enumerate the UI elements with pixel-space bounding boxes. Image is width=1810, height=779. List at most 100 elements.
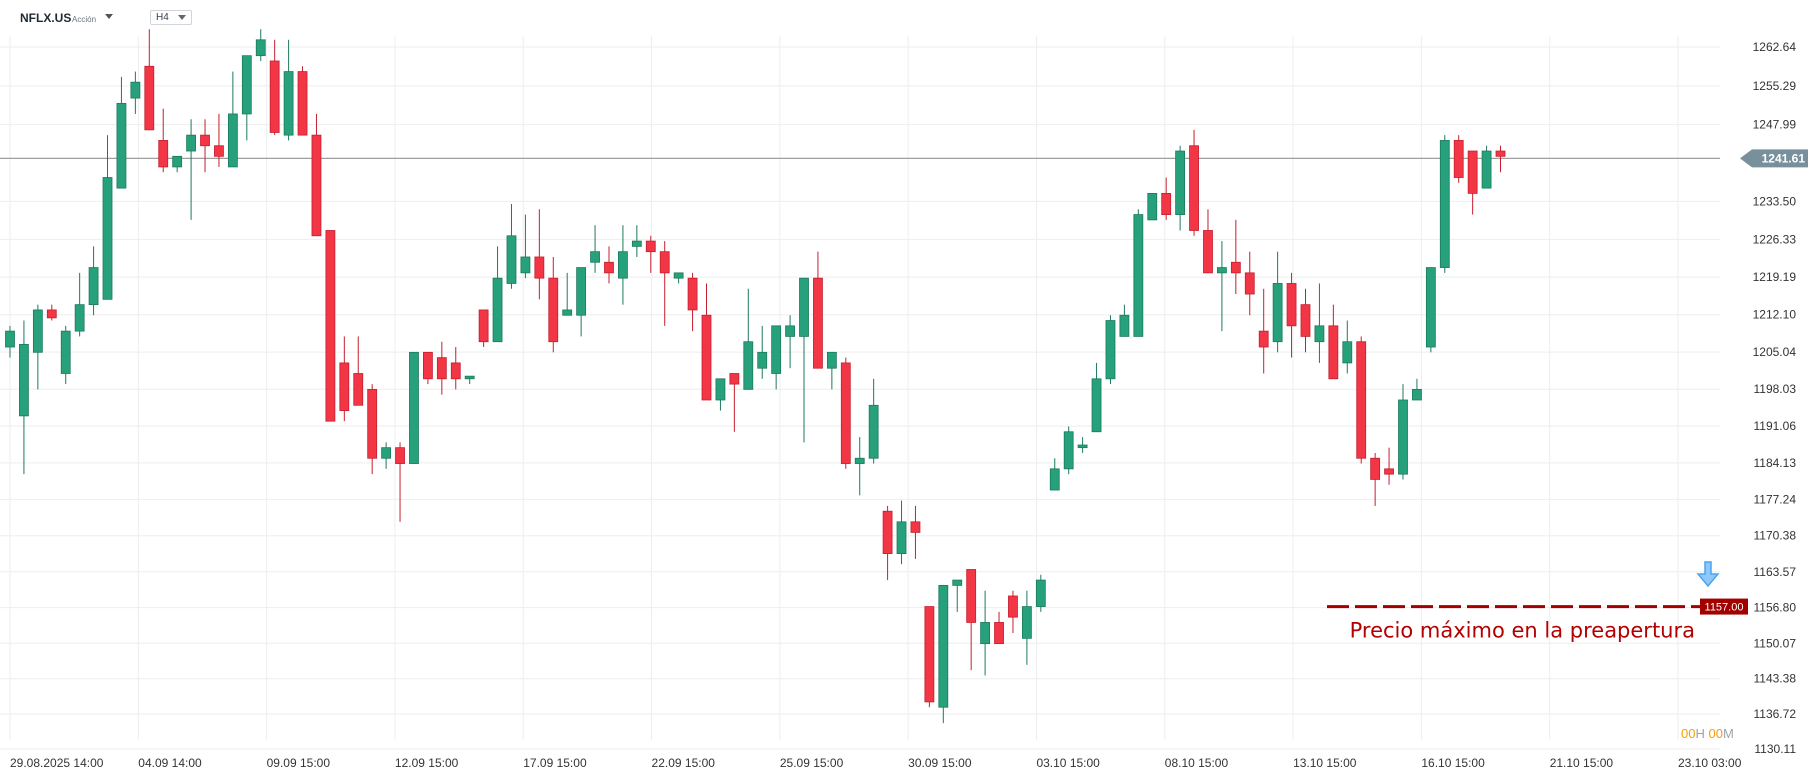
candle-body xyxy=(409,351,419,464)
candle xyxy=(158,108,169,173)
candle xyxy=(506,204,517,289)
x-tick-label: 21.10 15:00 xyxy=(1550,756,1614,770)
candle xyxy=(715,378,726,411)
candle xyxy=(1453,135,1464,183)
candle xyxy=(1314,283,1325,363)
candle-body xyxy=(1244,272,1255,295)
candle-body xyxy=(158,140,169,168)
candle-body xyxy=(1342,341,1353,364)
candle xyxy=(1286,272,1297,358)
candle-body xyxy=(1189,145,1199,231)
candle-body xyxy=(896,521,907,554)
candle xyxy=(631,225,642,257)
candle-body xyxy=(1063,431,1074,470)
candle xyxy=(1342,320,1353,374)
candle-body xyxy=(799,277,809,337)
y-tick-label: 1130.11 xyxy=(1754,742,1796,756)
arrow-down-icon[interactable] xyxy=(1696,561,1720,588)
candle xyxy=(478,309,489,348)
candle-body xyxy=(1370,457,1381,480)
candle xyxy=(1244,251,1255,316)
candle-body xyxy=(854,457,865,464)
candle xyxy=(520,214,531,279)
symbol-label[interactable]: NFLX.US xyxy=(20,11,72,25)
arrow-down-icon-shape xyxy=(1696,561,1720,588)
candle-body xyxy=(1328,325,1339,380)
time-axis[interactable]: 29.08.2025 14:00 04.09 14:00 09.09 15:00 12… xyxy=(10,756,1742,770)
y-tick-label: 1143.38 xyxy=(1754,672,1797,686)
timeframe-select[interactable]: H4 xyxy=(150,10,192,25)
candle-body xyxy=(994,622,1004,645)
x-tick-label: 16.10 15:00 xyxy=(1421,756,1485,770)
candle xyxy=(1481,145,1492,189)
candle-body xyxy=(1133,214,1144,337)
candle xyxy=(1398,384,1408,480)
candle-body xyxy=(673,272,684,279)
candle-body xyxy=(436,357,447,380)
candle-body xyxy=(74,304,85,332)
candle-body xyxy=(353,373,364,406)
candle-body xyxy=(840,362,851,464)
candle xyxy=(172,155,183,173)
y-tick-label: 1177.24 xyxy=(1754,492,1797,506)
candle-body xyxy=(60,330,71,374)
candle xyxy=(1258,288,1269,374)
candle xyxy=(729,373,740,432)
candle xyxy=(214,113,224,167)
candle xyxy=(1203,209,1213,274)
candle-body xyxy=(1105,320,1116,380)
candle xyxy=(1189,129,1199,236)
candle-body xyxy=(631,240,642,247)
candle-body xyxy=(743,341,754,390)
price-axis[interactable]: 1262.641255.291247.991241.611233.501226.… xyxy=(1753,40,1797,756)
candle-body xyxy=(255,39,266,57)
x-tick-label: 12.09 15:00 xyxy=(395,756,459,770)
candle-body xyxy=(478,309,489,343)
candle-body xyxy=(1272,283,1283,343)
candle xyxy=(1133,209,1144,337)
candle xyxy=(673,272,684,284)
current-price-tag: 1241.61 xyxy=(1740,149,1808,168)
candle xyxy=(952,579,963,612)
candle xyxy=(74,272,85,337)
candle-body xyxy=(1119,314,1130,337)
candle xyxy=(1425,267,1436,353)
candle-body xyxy=(562,309,573,316)
candle-body xyxy=(576,267,587,316)
candle xyxy=(910,505,921,559)
y-tick-label: 1150.07 xyxy=(1754,636,1797,650)
candle-body xyxy=(1481,150,1492,189)
candle xyxy=(5,325,15,358)
candle-body xyxy=(381,447,392,459)
candle xyxy=(840,357,851,469)
bar-countdown: 00H 00M xyxy=(1681,726,1734,741)
candle-body xyxy=(395,447,405,464)
candle xyxy=(130,71,141,114)
x-tick-label: 29.08.2025 14:00 xyxy=(10,756,104,770)
candle-body xyxy=(618,251,628,279)
candle xyxy=(1370,452,1381,506)
candle xyxy=(1161,177,1172,220)
candle xyxy=(19,320,29,475)
candle xyxy=(1217,241,1227,332)
y-tick-label: 1170.38 xyxy=(1754,529,1797,543)
y-tick-label: 1219.19 xyxy=(1753,270,1797,284)
candle-body xyxy=(1091,378,1102,433)
candle xyxy=(297,66,308,136)
candle xyxy=(1328,304,1339,380)
candle-body xyxy=(1453,140,1464,178)
candle xyxy=(743,288,754,390)
candle-body xyxy=(116,102,127,189)
chevron-down-icon[interactable] xyxy=(105,14,113,19)
candle-body xyxy=(464,375,475,380)
candle-body xyxy=(269,60,280,133)
y-tick-label: 1163.57 xyxy=(1754,565,1797,579)
candle xyxy=(450,347,461,390)
x-tick-label: 04.09 14:00 xyxy=(138,756,202,770)
y-tick-label: 1247.99 xyxy=(1753,118,1797,132)
candle xyxy=(255,29,266,61)
candle-body xyxy=(952,579,963,586)
candle-body xyxy=(1175,150,1186,215)
y-tick-label: 1198.03 xyxy=(1754,382,1797,396)
